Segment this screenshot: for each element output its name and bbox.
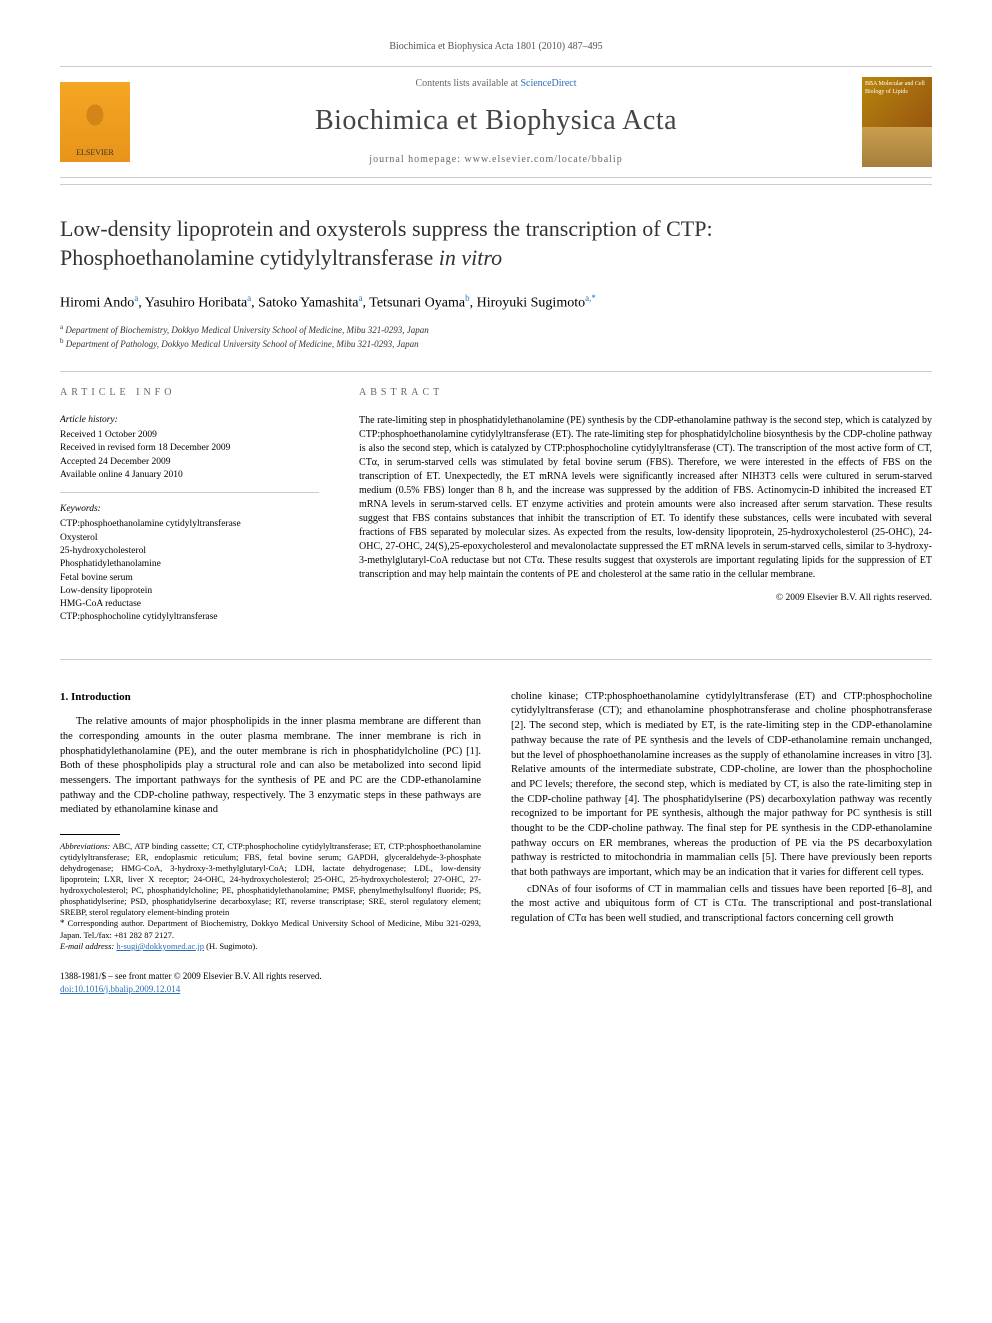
email-label: E-mail address: (60, 941, 114, 951)
author-1: Hiromi Ando (60, 296, 134, 311)
title-line2-plain: Phosphoethanolamine cytidylyltransferase (60, 245, 439, 270)
author-3: Satoko Yamashita (258, 296, 358, 311)
running-head: Biochimica et Biophysica Acta 1801 (2010… (60, 40, 932, 54)
affiliation-a-text: Department of Biochemistry, Dokkyo Medic… (65, 325, 428, 335)
corresponding-footnote: * Corresponding author. Department of Bi… (60, 918, 481, 941)
doi-line: doi:10.1016/j.bbalip.2009.12.014 (60, 983, 481, 996)
author-1-aff: a (134, 293, 138, 303)
keywords-block: Keywords: CTP:phosphoethanolamine cytidy… (60, 503, 319, 635)
body-p1: The relative amounts of major phospholip… (60, 715, 481, 818)
info-abstract-block: ARTICLE INFO Article history: Received 1… (60, 371, 932, 660)
star-icon: * (60, 918, 68, 928)
homepage-prefix: journal homepage: (369, 154, 464, 165)
keyword-7: HMG-CoA reductase (60, 598, 319, 611)
article-info-column: ARTICLE INFO Article history: Received 1… (60, 372, 339, 659)
sciencedirect-link[interactable]: ScienceDirect (520, 78, 576, 89)
affiliation-b: b Department of Pathology, Dokkyo Medica… (60, 337, 932, 351)
contents-line: Contents lists available at ScienceDirec… (130, 77, 862, 91)
contents-prefix: Contents lists available at (415, 78, 520, 89)
abstract-copyright: © 2009 Elsevier B.V. All rights reserved… (359, 592, 932, 605)
history-3: Accepted 24 December 2009 (60, 456, 319, 469)
history-4: Available online 4 January 2010 (60, 469, 319, 482)
body-column-left: 1. Introduction The relative amounts of … (60, 690, 481, 996)
affiliation-b-text: Department of Pathology, Dokkyo Medical … (66, 339, 419, 349)
author-4-aff: b (465, 293, 470, 303)
footnote-rule (60, 834, 120, 835)
abbreviations-footnote: Abbreviations: ABC, ATP binding cassette… (60, 841, 481, 918)
keyword-6: Low-density lipoprotein (60, 585, 319, 598)
article-info-label: ARTICLE INFO (60, 386, 319, 400)
footnotes: Abbreviations: ABC, ATP binding cassette… (60, 841, 481, 952)
title-line2-em: in vitro (439, 245, 502, 270)
keyword-2: Oxysterol (60, 532, 319, 545)
section-1-heading: 1. Introduction (60, 690, 481, 705)
keywords-label: Keywords: (60, 503, 319, 516)
history-2: Received in revised form 18 December 200… (60, 442, 319, 455)
author-5: Hiroyuki Sugimoto (477, 296, 586, 311)
keyword-3: 25-hydroxycholesterol (60, 545, 319, 558)
history-1: Received 1 October 2009 (60, 429, 319, 442)
homepage-line: journal homepage: www.elsevier.com/locat… (130, 153, 862, 167)
journal-center-block: Contents lists available at ScienceDirec… (130, 77, 862, 166)
corr-text: Corresponding author. Department of Bioc… (60, 918, 481, 940)
history-label: Article history: (60, 414, 319, 427)
body-p2: choline kinase; CTP:phosphoethanolamine … (511, 690, 932, 881)
journal-title: Biochimica et Biophysica Acta (130, 101, 862, 140)
cover-text: BBA Molecular and Cell Biology of Lipids (865, 81, 925, 95)
abbrev-label: Abbreviations: (60, 841, 110, 851)
keyword-1: CTP:phosphoethanolamine cytidylyltransfe… (60, 518, 319, 531)
history-block: Article history: Received 1 October 2009… (60, 414, 319, 493)
affiliation-a: a Department of Biochemistry, Dokkyo Med… (60, 323, 932, 337)
abstract-column: ABSTRACT The rate-limiting step in phosp… (339, 372, 932, 659)
doi-link[interactable]: doi:10.1016/j.bbalip.2009.12.014 (60, 984, 180, 994)
keyword-8: CTP:phosphocholine cytidylyltransferase (60, 611, 319, 624)
body-column-right: choline kinase; CTP:phosphoethanolamine … (511, 690, 932, 996)
keyword-5: Fetal bovine serum (60, 572, 319, 585)
journal-cover-thumb: BBA Molecular and Cell Biology of Lipids (862, 77, 932, 167)
body-columns: 1. Introduction The relative amounts of … (60, 690, 932, 996)
elsevier-logo: ELSEVIER (60, 82, 130, 162)
issn-line: 1388-1981/$ – see front matter © 2009 El… (60, 970, 481, 983)
author-4: Tetsunari Oyama (369, 296, 465, 311)
title-line1: Low-density lipoprotein and oxysterols s… (60, 216, 713, 241)
homepage-url: www.elsevier.com/locate/bbalip (465, 154, 623, 165)
article-title: Low-density lipoprotein and oxysterols s… (60, 215, 932, 272)
corresponding-star-icon: ,* (589, 293, 596, 303)
journal-header-bar: ELSEVIER Contents lists available at Sci… (60, 66, 932, 178)
abstract-text: The rate-limiting step in phosphatidylet… (359, 414, 932, 582)
body-p3: cDNAs of four isoforms of CT in mammalia… (511, 883, 932, 927)
email-link[interactable]: h-sugi@dokkyomed.ac.jp (116, 941, 204, 951)
abstract-label: ABSTRACT (359, 386, 932, 400)
abbrev-text: ABC, ATP binding cassette; CT, CTP:phosp… (60, 841, 481, 917)
bottom-block: 1388-1981/$ – see front matter © 2009 El… (60, 970, 481, 995)
author-2-aff: a (247, 293, 251, 303)
email-footnote: E-mail address: h-sugi@dokkyomed.ac.jp (… (60, 941, 481, 952)
author-2: Yasuhiro Horibata (145, 296, 247, 311)
affiliations: a Department of Biochemistry, Dokkyo Med… (60, 323, 932, 350)
elsevier-label: ELSEVIER (76, 147, 114, 158)
email-person: (H. Sugimoto). (206, 941, 257, 951)
header-rule (60, 184, 932, 185)
author-3-aff: a (359, 293, 363, 303)
keyword-4: Phosphatidylethanolamine (60, 558, 319, 571)
authors-line: Hiromi Andoa, Yasuhiro Horibataa, Satoko… (60, 292, 932, 313)
